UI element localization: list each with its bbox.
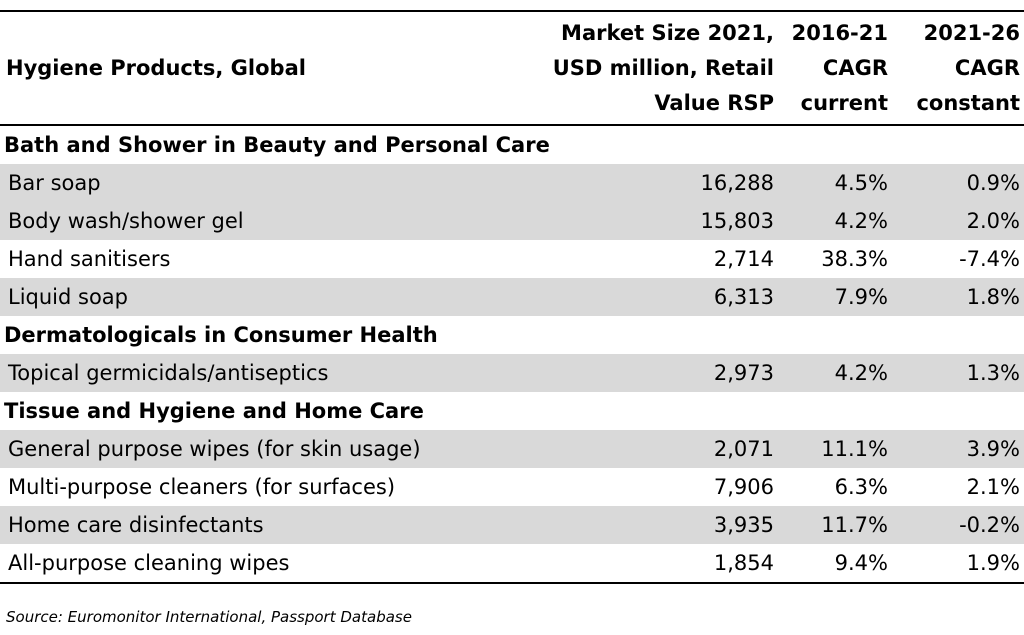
table-row: All-purpose cleaning wipes 1,854 9.4% 1.9%	[0, 544, 1024, 584]
cagr-2016-21-cell: 4.2%	[778, 202, 892, 240]
cagr-2021-26-cell: -0.2%	[892, 506, 1024, 544]
row-label: Multi-purpose cleaners (for surfaces)	[8, 475, 396, 499]
table-row: Home care disinfectants 3,935 11.7% -0.2%	[0, 506, 1024, 544]
table-row: Liquid soap 6,313 7.9% 1.8%	[0, 278, 1024, 316]
row-label: Topical germicidals/antiseptics	[0, 354, 528, 392]
market-size-cell: 6,313	[528, 278, 778, 316]
header-row: Hygiene Products, Global Market Size 202…	[0, 10, 1024, 126]
cagr-2016-21-cell: 7.9%	[778, 278, 892, 316]
header-product: Hygiene Products, Global	[0, 10, 528, 126]
row-label: Bar soap	[0, 164, 528, 202]
section-title: Tissue and Hygiene and Home Care	[4, 399, 424, 423]
table-body: Bath and Shower in Beauty and Personal C…	[0, 125, 1024, 584]
market-size-cell: 16,288	[528, 164, 778, 202]
section-row: Dermatologicals in Consumer Health	[0, 316, 1024, 354]
section-title: Dermatologicals in Consumer Health	[4, 323, 438, 347]
market-size-cell: 2,714	[713, 247, 774, 271]
cagr-2016-21-cell: 11.1%	[778, 430, 892, 468]
header-market-size: Market Size 2021, USD million, Retail Va…	[528, 10, 778, 126]
market-size-cell: 3,935	[528, 506, 778, 544]
row-label: Body wash/shower gel	[0, 202, 528, 240]
cagr-2016-21-cell: 11.7%	[778, 506, 892, 544]
market-size-cell: 2,071	[528, 430, 778, 468]
row-label: Hand sanitisers	[8, 247, 171, 271]
row-label: Liquid soap	[0, 278, 528, 316]
cagr-2016-21-cell: 4.5%	[778, 164, 892, 202]
source-note: Source: Euromonitor International, Passp…	[6, 608, 412, 626]
header-cagr-2016-21: 2016-21 CAGR current	[778, 10, 892, 126]
market-size-cell: 2,973	[528, 354, 778, 392]
table-row: Topical germicidals/antiseptics 2,973 4.2%…	[0, 354, 1024, 392]
cagr-2021-26-cell: 0.9%	[892, 164, 1024, 202]
section-title: Bath and Shower in Beauty and Personal C…	[4, 133, 550, 157]
cagr-2021-26-cell: -7.4%	[959, 247, 1020, 271]
row-label: General purpose wipes (for skin usage)	[0, 430, 528, 468]
cagr-2021-26-cell: 2.1%	[966, 475, 1020, 499]
cagr-2016-21-cell: 9.4%	[778, 544, 892, 584]
cagr-2021-26-cell: 1.3%	[892, 354, 1024, 392]
market-size-cell: 15,803	[528, 202, 778, 240]
market-size-cell: 1,854	[528, 544, 778, 584]
section-row: Tissue and Hygiene and Home Care	[0, 392, 1024, 430]
market-size-cell: 7,906	[713, 475, 774, 499]
cagr-2016-21-cell: 6.3%	[834, 475, 888, 499]
hygiene-products-table: Hygiene Products, Global Market Size 202…	[0, 10, 1024, 584]
header-cagr-2021-26: 2021-26 CAGR constant	[892, 10, 1024, 126]
cagr-2021-26-cell: 2.0%	[892, 202, 1024, 240]
cagr-2016-21-cell: 38.3%	[821, 247, 888, 271]
cagr-2021-26-cell: 1.8%	[892, 278, 1024, 316]
table-row: Body wash/shower gel 15,803 4.2% 2.0%	[0, 202, 1024, 240]
row-label: Home care disinfectants	[0, 506, 528, 544]
section-row: Bath and Shower in Beauty and Personal C…	[0, 125, 1024, 164]
table-row: Bar soap 16,288 4.5% 0.9%	[0, 164, 1024, 202]
table-row: Hand sanitisers 2,714 38.3% -7.4%	[0, 240, 1024, 278]
row-label: All-purpose cleaning wipes	[0, 544, 528, 584]
table-row: General purpose wipes (for skin usage) 2,…	[0, 430, 1024, 468]
cagr-2021-26-cell: 1.9%	[892, 544, 1024, 584]
cagr-2021-26-cell: 3.9%	[892, 430, 1024, 468]
cagr-2016-21-cell: 4.2%	[778, 354, 892, 392]
table-row: Multi-purpose cleaners (for surfaces) 7,9…	[0, 468, 1024, 506]
